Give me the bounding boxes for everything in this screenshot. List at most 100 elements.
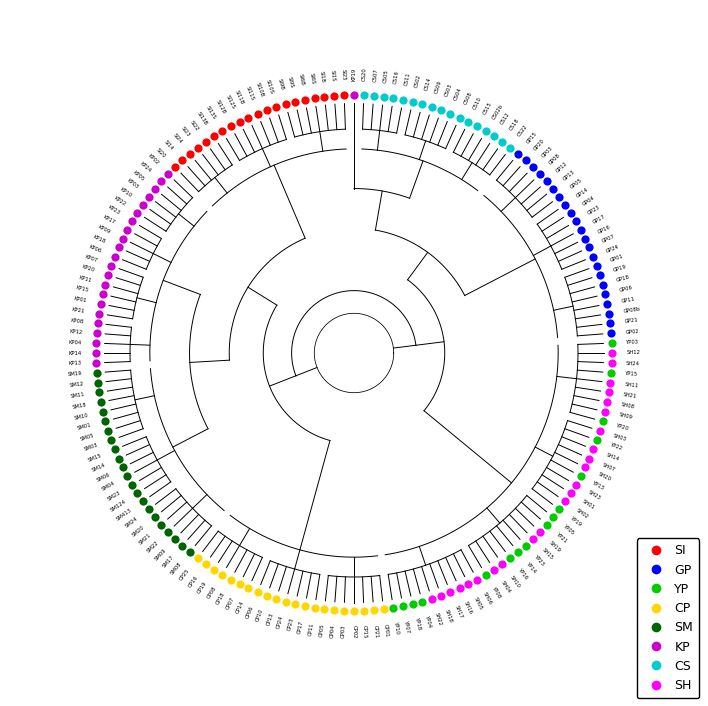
Text: KP14: KP14 [69, 350, 82, 356]
Point [156, 176, 167, 187]
Text: SI6B: SI6B [297, 73, 304, 86]
Point [541, 519, 552, 530]
Text: SI20: SI20 [155, 147, 167, 159]
Point [575, 471, 586, 482]
Text: KP13: KP13 [69, 361, 82, 366]
Text: YP20: YP20 [616, 423, 630, 431]
Point [92, 318, 103, 329]
Point [113, 453, 124, 465]
Point [463, 116, 474, 127]
Point [605, 377, 616, 388]
Text: KP23: KP23 [108, 205, 121, 216]
Point [388, 602, 399, 614]
Point [184, 546, 195, 558]
Text: SH05: SH05 [472, 596, 484, 611]
Point [594, 425, 605, 436]
Text: SM14: SM14 [91, 462, 107, 472]
Text: YP04: YP04 [423, 615, 432, 629]
Point [162, 169, 173, 180]
Point [184, 148, 195, 160]
Point [137, 496, 149, 507]
Point [127, 215, 138, 227]
Text: SI14: SI14 [164, 139, 175, 152]
Point [594, 270, 605, 281]
Point [603, 387, 615, 398]
Text: SI10B: SI10B [254, 82, 264, 97]
Point [97, 406, 108, 417]
Point [505, 553, 516, 564]
Text: SM18: SM18 [72, 402, 87, 410]
Text: KP18: KP18 [93, 234, 107, 244]
Text: SM03: SM03 [84, 443, 98, 453]
Point [217, 126, 228, 137]
Text: SH08: SH08 [621, 402, 636, 410]
Text: CP21: CP21 [372, 624, 378, 638]
Point [225, 574, 236, 585]
Point [105, 260, 117, 271]
Point [584, 453, 595, 465]
Point [505, 142, 516, 153]
Point [445, 108, 456, 119]
Point [319, 91, 330, 102]
Text: CS22: CS22 [517, 124, 530, 138]
Point [480, 126, 491, 137]
Point [122, 471, 133, 482]
Text: YP22: YP22 [610, 443, 623, 452]
Text: SM12: SM12 [69, 382, 84, 388]
Point [93, 308, 105, 319]
Point [280, 99, 291, 110]
Text: SH15: SH15 [541, 547, 554, 561]
Text: SI9B: SI9B [276, 78, 285, 91]
Point [368, 90, 379, 102]
Point [358, 90, 370, 101]
Text: SM06: SM06 [96, 472, 111, 482]
Point [520, 155, 531, 166]
Point [541, 176, 552, 187]
Point [588, 251, 599, 262]
Text: SH03: SH03 [613, 433, 627, 442]
Point [580, 462, 591, 473]
Text: YP10: YP10 [393, 622, 400, 635]
Text: CS14: CS14 [423, 76, 432, 91]
Point [217, 569, 228, 580]
Text: CS04: CS04 [453, 87, 463, 102]
Point [169, 533, 181, 544]
Text: CS05: CS05 [383, 68, 389, 83]
Point [280, 596, 291, 607]
Text: GP20: GP20 [533, 138, 546, 152]
Point [378, 91, 389, 102]
Point [177, 540, 188, 551]
Text: CP13: CP13 [266, 612, 274, 626]
Point [605, 367, 617, 378]
Text: SM22: SM22 [146, 540, 159, 554]
Point [299, 601, 311, 612]
Text: SH17: SH17 [453, 604, 463, 619]
Text: CP04: CP04 [330, 624, 336, 638]
Point [463, 579, 474, 590]
Point [605, 318, 616, 329]
Text: CP11: CP11 [308, 622, 315, 635]
Text: SI24: SI24 [171, 133, 183, 145]
Text: SM19: SM19 [68, 371, 83, 378]
Text: CP15: CP15 [362, 625, 367, 639]
Text: SI12B: SI12B [215, 100, 226, 115]
Point [435, 590, 447, 602]
Point [606, 347, 617, 359]
Text: YP19: YP19 [569, 516, 583, 528]
Text: GP06: GP06 [619, 285, 633, 294]
Point [208, 131, 219, 142]
Point [407, 96, 418, 107]
Text: GP11: GP11 [621, 296, 635, 304]
Point [338, 90, 350, 101]
Text: KP08: KP08 [70, 318, 84, 324]
Text: CS20: CS20 [362, 67, 367, 81]
Text: GP19: GP19 [613, 264, 627, 273]
Point [559, 199, 571, 210]
Text: SM09: SM09 [154, 547, 167, 561]
Point [565, 488, 576, 499]
Text: KP21: KP21 [72, 307, 86, 314]
Text: SH19: SH19 [549, 540, 562, 554]
Point [200, 136, 211, 148]
Point [162, 526, 173, 537]
Text: CP10: CP10 [255, 609, 264, 623]
